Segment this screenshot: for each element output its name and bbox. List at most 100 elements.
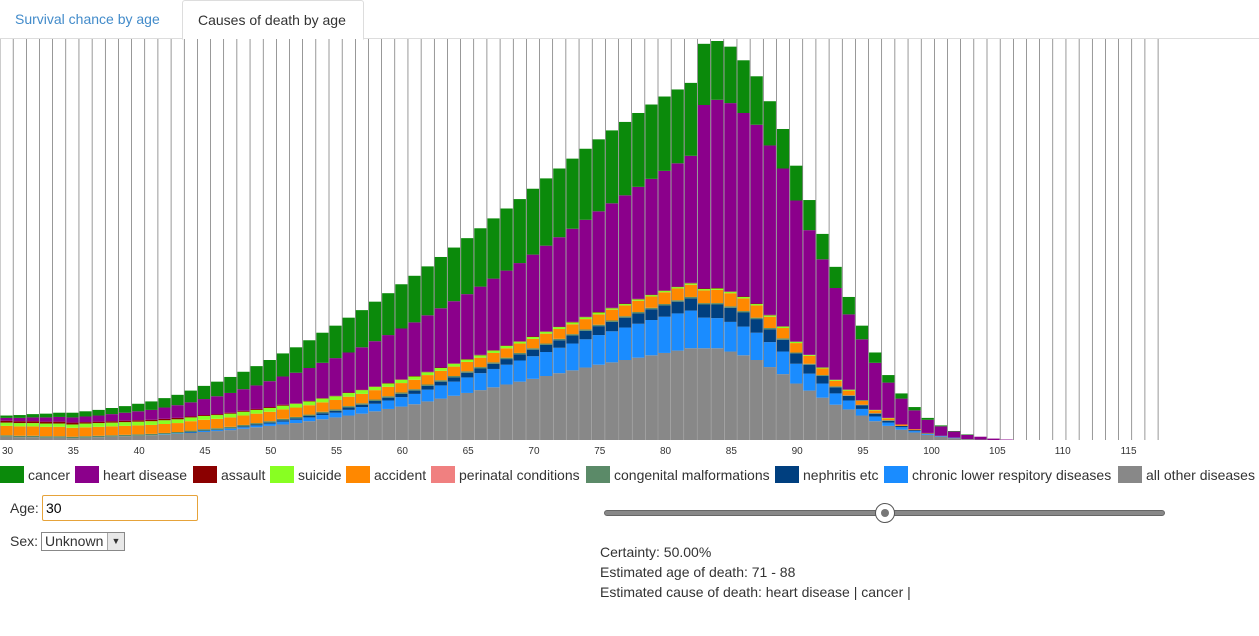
bar-segment-cancer xyxy=(197,385,211,400)
bar-segment-all-other-diseases xyxy=(197,432,211,440)
bar-segment-all-other-diseases xyxy=(776,374,790,440)
certainty-text: Certainty: 50.00% xyxy=(600,544,712,560)
bar-segment-accident xyxy=(79,427,92,437)
bar-segment-cancer xyxy=(263,360,276,382)
bar-segment-accident xyxy=(816,368,829,376)
bar-segment-accident xyxy=(263,411,276,422)
bar-segment-cancer xyxy=(592,139,605,212)
bar-segment-cancer xyxy=(368,301,382,342)
bar-segment-chronic-lower-respitory-diseases xyxy=(776,351,790,375)
bar-segment-accident xyxy=(645,296,658,308)
bar-segment-all-other-diseases xyxy=(566,370,579,440)
bar-segment-suicide xyxy=(658,290,671,293)
sex-select[interactable]: Unknown ▼ xyxy=(41,532,125,551)
bar-segment-chronic-lower-respitory-diseases xyxy=(461,377,474,393)
bar-segment-congenital-malformations xyxy=(368,399,382,401)
bar-segment-congenital-malformations xyxy=(132,434,145,436)
bar-segment-cancer xyxy=(619,121,632,196)
tab-survival-chance[interactable]: Survival chance by age xyxy=(15,11,160,27)
bar-segment-chronic-lower-respitory-diseases xyxy=(421,389,434,402)
bar-segment-chronic-lower-respitory-diseases xyxy=(250,425,263,428)
bar-segment-heart-disease xyxy=(276,376,290,405)
bar-segment-suicide xyxy=(382,383,395,387)
bar-segment-all-other-diseases xyxy=(276,424,290,440)
bar-segment-cancer xyxy=(684,82,697,156)
bar-segment-nephritis-etc xyxy=(500,359,513,365)
bar-segment-suicide xyxy=(632,299,645,301)
legend-item-assault: assault xyxy=(193,464,265,486)
bar-segment-heart-disease xyxy=(197,399,211,416)
bar-segment-cancer xyxy=(276,353,290,377)
bar-segment-suicide xyxy=(197,416,211,420)
bar-segment-cancer xyxy=(776,128,790,169)
certainty-slider-handle[interactable] xyxy=(874,503,895,523)
bar-segment-suicide xyxy=(776,326,790,329)
tab-causes-of-death[interactable]: Causes of death by age xyxy=(182,0,364,40)
bar-segment-all-other-diseases xyxy=(803,390,816,440)
bar-segment-congenital-malformations xyxy=(579,329,592,331)
bar-segment-congenital-malformations xyxy=(763,328,776,330)
legend-label: assault xyxy=(221,467,266,483)
bar-segment-congenital-malformations xyxy=(540,343,553,345)
bar-segment-cancer xyxy=(237,371,250,390)
bar-segment-suicide xyxy=(737,296,750,299)
bar-segment-nephritis-etc xyxy=(790,353,803,364)
legend-swatch xyxy=(346,466,370,483)
bar-segment-chronic-lower-respitory-diseases xyxy=(316,415,329,420)
bar-segment-heart-disease xyxy=(224,392,237,413)
bar-segment-suicide xyxy=(816,367,829,369)
x-tick-label: 75 xyxy=(594,446,606,457)
bar-segment-all-other-diseases xyxy=(908,432,921,440)
bar-segment-suicide xyxy=(619,304,632,306)
bar-segment-cancer xyxy=(908,407,921,411)
bar-segment-nephritis-etc xyxy=(355,404,368,408)
legend-swatch xyxy=(1118,466,1142,483)
bar-segment-accident xyxy=(13,426,26,436)
bar-segment-suicide xyxy=(39,423,53,427)
bar-segment-cancer xyxy=(171,394,184,406)
bar-segment-congenital-malformations xyxy=(237,424,250,427)
bar-segment-cancer xyxy=(855,325,869,340)
bar-segment-all-other-diseases xyxy=(869,421,882,440)
bar-segment-all-other-diseases xyxy=(579,367,592,440)
bar-segment-accident xyxy=(855,400,869,405)
bar-segment-congenital-malformations xyxy=(316,411,329,414)
bar-segment-all-other-diseases xyxy=(671,350,684,440)
bar-segment-heart-disease xyxy=(382,335,395,384)
bar-segment-all-other-diseases xyxy=(290,423,303,440)
bar-segment-all-other-diseases xyxy=(711,348,724,440)
bar-segment-congenital-malformations xyxy=(724,306,737,308)
bar-segment-accident xyxy=(118,425,132,435)
chevron-down-icon[interactable]: ▼ xyxy=(107,533,124,550)
bar-segment-chronic-lower-respitory-diseases xyxy=(355,407,368,414)
bar-segment-accident xyxy=(513,343,526,353)
bar-segment-heart-disease xyxy=(92,415,105,422)
bar-segment-chronic-lower-respitory-diseases xyxy=(447,381,461,396)
bar-segment-accident xyxy=(803,355,816,364)
bar-segment-heart-disease xyxy=(658,170,671,291)
stacked-bar-chart: 30 35 40 45 50 55 60 65 70 75 80 85 90 95 100 105 110 115 xyxy=(0,39,1159,457)
bar-segment-congenital-malformations xyxy=(13,435,26,438)
x-tick-label: 100 xyxy=(923,446,940,457)
bar-segment-suicide xyxy=(342,392,355,397)
bar-segment-cancer xyxy=(329,325,342,359)
bar-segment-congenital-malformations xyxy=(171,432,184,434)
bar-segment-all-other-diseases xyxy=(487,387,500,440)
bar-segment-congenital-malformations xyxy=(53,436,66,438)
bar-segment-accident xyxy=(763,316,776,329)
bar-segment-assault xyxy=(13,421,26,424)
bar-segment-suicide xyxy=(263,408,276,412)
bar-segment-assault xyxy=(0,420,13,423)
bar-segment-congenital-malformations xyxy=(92,435,105,438)
bar-segment-all-other-diseases xyxy=(540,376,553,440)
bar-segment-cancer xyxy=(500,208,513,271)
bar-segment-cancer xyxy=(132,403,145,412)
age-input[interactable] xyxy=(42,495,198,521)
bar-segment-heart-disease xyxy=(816,259,829,368)
bar-segment-heart-disease xyxy=(39,417,53,422)
bar-segment-heart-disease xyxy=(329,358,342,396)
bar-segment-heart-disease xyxy=(908,410,921,430)
legend-label: cancer xyxy=(28,467,71,483)
bar-segment-accident xyxy=(711,289,724,304)
bar-segment-accident xyxy=(461,361,474,372)
